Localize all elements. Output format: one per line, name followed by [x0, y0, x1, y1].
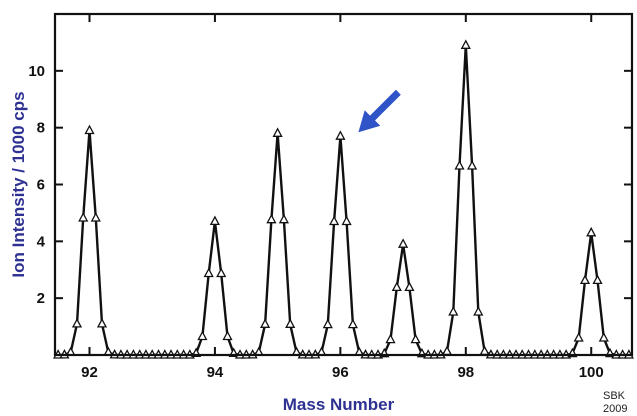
spectrum-line — [58, 44, 629, 357]
data-point-marker — [335, 130, 346, 140]
data-point-marker — [90, 212, 101, 222]
data-point-marker — [84, 124, 95, 135]
data-point-marker — [441, 345, 453, 356]
x-tick-label: 96 — [332, 364, 349, 381]
data-point-marker — [216, 267, 227, 278]
data-point-marker — [266, 213, 277, 224]
data-point-marker — [467, 160, 478, 170]
data-point-marker — [404, 281, 415, 292]
plot-area — [53, 39, 634, 359]
data-point-marker — [592, 274, 603, 285]
data-point-marker — [448, 306, 459, 316]
data-point-marker — [209, 215, 220, 226]
data-point-marker — [78, 212, 89, 222]
axis-ticks: 92 94 96 98 100 2 4 6 8 10 — [28, 14, 632, 381]
y-tick-label: 6 — [37, 177, 45, 194]
data-point-marker — [573, 332, 584, 342]
data-point-marker — [410, 333, 421, 344]
data-point-marker — [203, 267, 214, 278]
data-point-marker — [579, 274, 591, 285]
credit-line-2: 2009 — [603, 403, 627, 415]
data-point-marker — [347, 318, 358, 329]
data-point-marker — [222, 330, 233, 341]
data-point-marker — [398, 238, 409, 248]
x-tick-label: 94 — [207, 364, 224, 381]
data-point-marker — [460, 39, 471, 49]
data-point-marker — [96, 318, 108, 328]
data-point-marker — [473, 306, 484, 316]
data-point-marker — [454, 160, 465, 170]
x-tick-label: 98 — [457, 364, 474, 381]
data-point-marker — [598, 332, 609, 342]
data-point-marker — [285, 318, 296, 328]
data-point-marker — [278, 213, 289, 224]
data-point-marker — [197, 330, 208, 341]
data-point-marker — [71, 318, 83, 328]
x-tick-label: 92 — [81, 364, 98, 381]
x-tick-label: 100 — [579, 364, 604, 381]
y-tick-label: 4 — [37, 233, 46, 250]
data-point-marker — [272, 127, 283, 137]
y-axis-title: Ion Intensity / 1000 cps — [9, 91, 28, 277]
annotation-arrow — [358, 89, 401, 133]
y-tick-label: 10 — [28, 63, 45, 80]
data-point-marker — [341, 215, 352, 226]
y-tick-label: 2 — [37, 290, 45, 307]
data-point-marker — [391, 281, 402, 292]
y-tick-label: 8 — [37, 120, 45, 137]
data-point-marker — [322, 318, 333, 329]
data-point-marker — [329, 215, 340, 226]
data-point-marker — [586, 226, 597, 237]
data-point-marker — [385, 333, 396, 344]
data-point-marker — [260, 318, 271, 328]
data-point-marker — [479, 345, 490, 356]
x-axis-title: Mass Number — [283, 395, 395, 414]
credit-line-1: SBK — [603, 390, 626, 402]
